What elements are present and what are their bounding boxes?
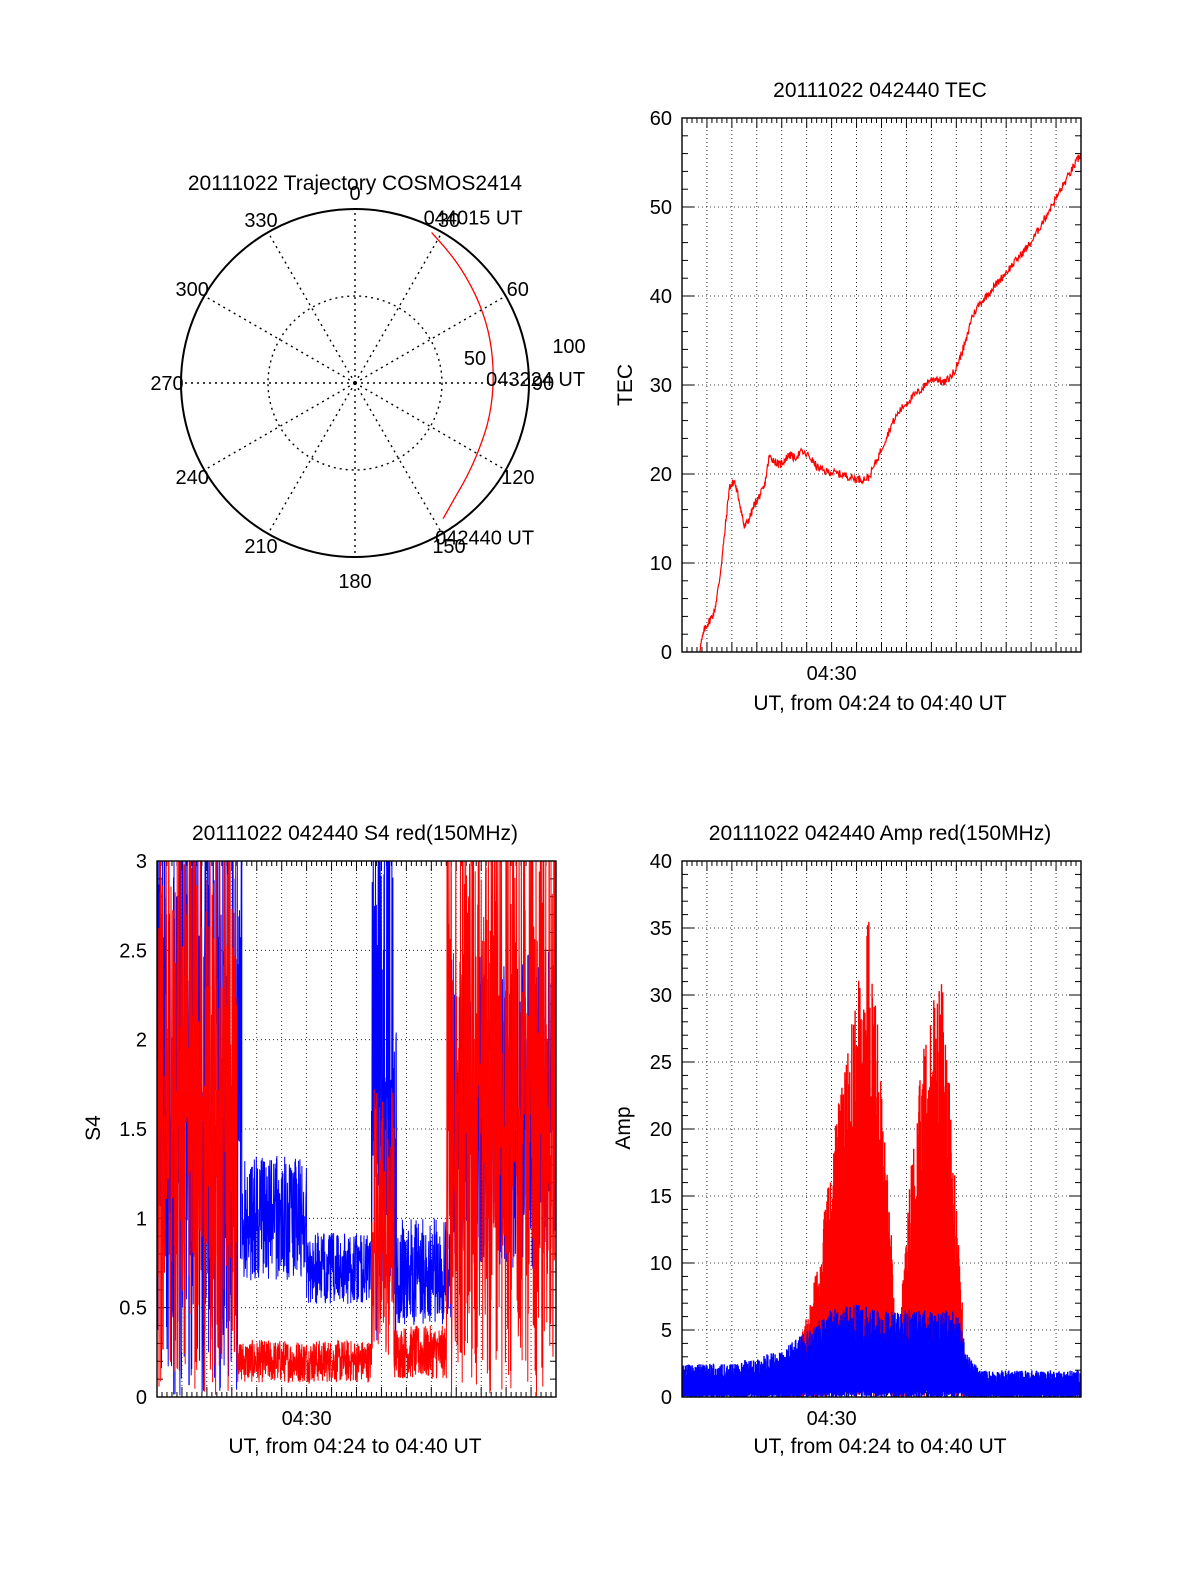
amp-ytick-label: 20 — [650, 1119, 672, 1141]
polar-spoke — [354, 382, 507, 471]
polar-spoke — [354, 231, 443, 384]
s4-xtick-label: 04:30 — [282, 1408, 332, 1430]
s4-ytick-label: 1.5 — [119, 1119, 147, 1141]
s4-ylabel: S4 — [82, 1115, 105, 1141]
tec-title: 20111022 042440 TEC — [773, 79, 987, 102]
tec-series-line — [698, 153, 1081, 652]
polar-spoke — [203, 382, 356, 471]
polar-angle-label: 120 — [501, 467, 534, 489]
amp-ytick-label: 25 — [650, 1052, 672, 1074]
tec-ytick-label: 40 — [650, 286, 672, 308]
polar-angle-label: 150 — [432, 536, 465, 558]
amp-ytick-label: 15 — [650, 1186, 672, 1208]
tec-chart: 20111022 042440 TEC 0 10 20 30 40 50 60 04:30 U… — [614, 79, 1082, 715]
polar-angle-label: 60 — [507, 279, 529, 301]
amp-ytick-label: 5 — [661, 1320, 672, 1342]
amp-ytick-label: 0 — [661, 1387, 672, 1409]
tec-frame — [681, 117, 1082, 653]
polar-angle-label: 210 — [244, 536, 277, 558]
amp-xtick-label: 04:30 — [807, 1408, 857, 1430]
tec-ytick-label: 20 — [650, 464, 672, 486]
polar-inner-circle — [267, 295, 443, 471]
polar-grid — [180, 208, 530, 558]
polar-angle-label: 0 — [349, 183, 360, 205]
amp-chart: 20111022 042440 Amp red(150MHz) 0 5 10 15 20… — [612, 822, 1082, 1458]
tec-plot-area: 0 10 20 30 40 50 60 04:30 — [650, 108, 1082, 685]
polar-spoke — [267, 382, 356, 535]
s4-chart: 20111022 042440 S4 red(150MHz) 0 0.5 1 1.5 2… — [82, 822, 557, 1458]
s4-ytick-label: 3 — [136, 851, 147, 873]
tec-ytick-label: 60 — [650, 108, 672, 130]
s4-ytick-label: 2.5 — [119, 940, 147, 962]
amp-title: 20111022 042440 Amp red(150MHz) — [709, 822, 1051, 845]
tec-ylabel: TEC — [614, 364, 637, 406]
amp-frame — [681, 860, 1082, 1398]
tec-ytick-label: 10 — [650, 553, 672, 575]
polar-annotation: 042440 UT — [435, 528, 534, 550]
s4-frame — [156, 860, 557, 1398]
tec-xtick-label: 04:30 — [807, 663, 857, 685]
amp-ytick-label: 30 — [650, 985, 672, 1007]
polar-angle-label: 270 — [150, 373, 183, 395]
polar-spoke — [354, 382, 443, 535]
polar-title: 20111022 Trajectory COSMOS2414 — [188, 172, 523, 195]
s4-ytick-label: 0 — [136, 1387, 147, 1409]
tec-ytick-label: 0 — [661, 642, 672, 664]
s4-series-line — [157, 861, 556, 1397]
polar-angle-label: 240 — [176, 467, 209, 489]
amp-plot-area: 0 5 10 15 20 25 30 35 40 04:30 — [650, 851, 1082, 1430]
tec-ytick-label: 50 — [650, 197, 672, 219]
amp-xlabel: UT, from 04:24 to 04:40 UT — [753, 1435, 1006, 1458]
polar-trajectory — [431, 232, 494, 520]
s4-ytick-label: 1 — [136, 1208, 147, 1230]
polar-angle-label: 330 — [244, 210, 277, 232]
amp-ylabel: Amp — [612, 1106, 635, 1149]
tec-ytick-label: 30 — [650, 375, 672, 397]
polar-radius-label: 100 — [552, 336, 585, 358]
amp-ytick-label: 40 — [650, 851, 672, 873]
amp-ytick-label: 35 — [650, 918, 672, 940]
polar-spoke — [267, 231, 356, 384]
polar-angle-label: 90 — [532, 373, 554, 395]
polar-angle-label: 30 — [438, 210, 460, 232]
polar-outer-circle — [180, 208, 530, 558]
amp-series-trace — [682, 1304, 1081, 1397]
s4-xlabel: UT, from 04:24 to 04:40 UT — [228, 1435, 481, 1458]
polar-annotation: 043224 UT — [486, 369, 585, 391]
amp-ytick-label: 10 — [650, 1253, 672, 1275]
polar-annotation: 044015 UT — [424, 208, 523, 230]
s4-plot-area: 0 0.5 1 1.5 2 2.5 3 04:30 — [119, 851, 557, 1430]
polar-labels: 0 30 60 90 120 150 180 210 240 270 300 330 50 100 0440… — [150, 183, 585, 593]
s4-ytick-label: 2 — [136, 1030, 147, 1052]
polar-angle-label: 300 — [176, 279, 209, 301]
polar-spoke — [203, 295, 356, 384]
s4-title: 20111022 042440 S4 red(150MHz) — [192, 822, 518, 845]
s4-ytick-label: 0.5 — [119, 1298, 147, 1320]
tec-xlabel: UT, from 04:24 to 04:40 UT — [753, 692, 1006, 715]
polar-chart: 20111022 Trajectory COSMOS2414 0 30 60 90 12… — [150, 172, 585, 593]
polar-trajectory-line — [431, 232, 494, 520]
polar-spoke — [354, 295, 507, 384]
polar-radius-label: 50 — [464, 348, 486, 370]
polar-angle-label: 180 — [338, 571, 371, 593]
